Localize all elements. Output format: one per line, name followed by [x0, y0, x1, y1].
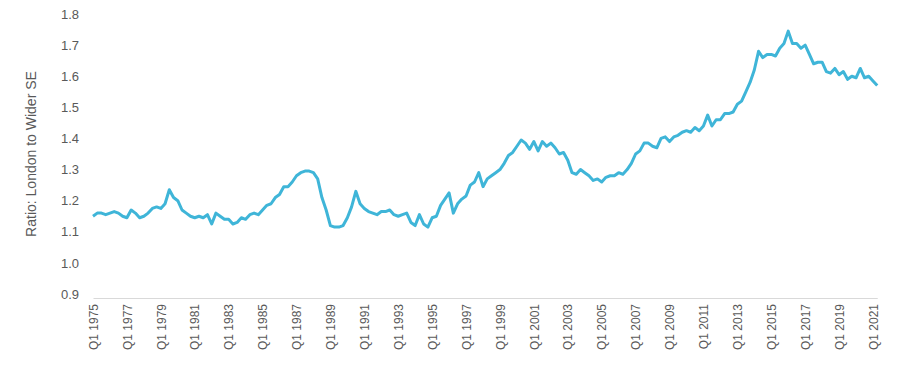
x-tick: Q1 1983 — [222, 298, 236, 350]
x-tick-label: Q1 2007 — [629, 304, 643, 350]
y-tick: 1.5 — [61, 100, 85, 115]
x-tick-label: Q1 2009 — [663, 304, 677, 350]
x-tick: Q1 2019 — [833, 298, 847, 350]
x-tick: Q1 1999 — [494, 298, 508, 350]
x-tick-label: Q1 1985 — [256, 304, 270, 350]
x-tick: Q1 2015 — [765, 298, 779, 350]
y-tick-label: 1.7 — [61, 38, 79, 53]
x-tick-label: Q1 2021 — [867, 304, 881, 350]
y-tick-label: 1.0 — [61, 256, 79, 271]
x-tick: Q1 1985 — [256, 298, 270, 350]
y-tick: 1.8 — [61, 7, 85, 22]
x-tick: Q1 1981 — [188, 298, 202, 350]
x-tick: Q1 2013 — [731, 298, 745, 350]
x-tick-label: Q1 2001 — [528, 304, 542, 350]
y-tick: 1.2 — [61, 193, 85, 208]
y-tick: 0.9 — [61, 287, 85, 302]
plot-area — [93, 31, 877, 227]
chart: 0.9 1.0 1.1 1.2 1.3 1.4 1.5 1.6 1.7 1.8 Ratio: Lon… — [0, 0, 900, 380]
x-tick: Q1 1991 — [358, 298, 372, 350]
x-tick: Q1 1977 — [121, 298, 135, 350]
x-axis: Q1 1975 Q1 1977 Q1 1979 Q1 1981 Q1 1983 Q1 19… — [87, 298, 881, 350]
x-tick-label: Q1 1979 — [155, 304, 169, 350]
x-tick: Q1 2005 — [595, 298, 609, 350]
x-tick: Q1 1997 — [460, 298, 474, 350]
x-tick: Q1 1975 — [87, 298, 101, 350]
y-tick-label: 1.8 — [61, 7, 79, 22]
x-tick-label: Q1 1987 — [290, 304, 304, 350]
x-tick-label: Q1 1981 — [188, 304, 202, 350]
chart-container: 0.9 1.0 1.1 1.2 1.3 1.4 1.5 1.6 1.7 1.8 Ratio: Lon… — [0, 0, 900, 380]
y-tick-label: 1.3 — [61, 162, 79, 177]
ratio-line — [93, 31, 877, 227]
y-tick: 1.1 — [61, 224, 85, 239]
y-axis-line — [85, 15, 86, 295]
y-tick-label: 0.9 — [61, 287, 79, 302]
x-tick-label: Q1 1995 — [426, 304, 440, 350]
x-tick-label: Q1 1997 — [460, 304, 474, 350]
x-tick-label: Q1 2017 — [799, 304, 813, 350]
x-tick: Q1 2009 — [663, 298, 677, 350]
x-tick: Q1 2017 — [799, 298, 813, 350]
y-tick-label: 1.6 — [61, 69, 79, 84]
x-tick-label: Q1 2003 — [561, 304, 575, 350]
y-tick: 1.0 — [61, 256, 85, 271]
x-tick: Q1 1987 — [290, 298, 304, 350]
x-tick-label: Q1 1993 — [392, 304, 406, 350]
x-axis-line — [94, 298, 878, 299]
x-tick: Q1 2021 — [867, 298, 881, 350]
x-tick: Q1 1979 — [155, 298, 169, 350]
x-tick-label: Q1 2019 — [833, 304, 847, 350]
y-tick: 1.6 — [61, 69, 85, 84]
y-tick: 1.7 — [61, 38, 85, 53]
y-tick: 1.4 — [61, 131, 85, 146]
y-axis: 0.9 1.0 1.1 1.2 1.3 1.4 1.5 1.6 1.7 1.8 — [61, 7, 86, 302]
x-tick: Q1 2001 — [528, 298, 542, 350]
y-tick-label: 1.5 — [61, 100, 79, 115]
x-tick-label: Q1 2015 — [765, 304, 779, 350]
x-tick: Q1 2003 — [561, 298, 575, 350]
x-tick: Q1 2011 — [697, 298, 711, 349]
x-tick: Q1 1989 — [324, 298, 338, 350]
x-tick-label: Q1 1991 — [358, 304, 372, 350]
x-tick-label: Q1 2005 — [595, 304, 609, 350]
y-tick-label: 1.2 — [61, 193, 79, 208]
y-tick: 1.3 — [61, 162, 85, 177]
x-tick: Q1 1993 — [392, 298, 406, 350]
x-tick: Q1 2007 — [629, 298, 643, 350]
x-tick-label: Q1 1999 — [494, 304, 508, 350]
x-tick-label: Q1 1977 — [121, 304, 135, 350]
y-tick-label: 1.4 — [61, 131, 79, 146]
x-tick-label: Q1 2013 — [731, 304, 745, 350]
x-tick-label: Q1 2011 — [697, 304, 711, 349]
y-axis-title: Ratio: London to Wider SE — [23, 71, 39, 237]
x-tick-label: Q1 1975 — [87, 304, 101, 350]
x-tick-label: Q1 1989 — [324, 304, 338, 350]
x-tick: Q1 1995 — [426, 298, 440, 350]
x-tick-label: Q1 1983 — [222, 304, 236, 350]
y-tick-label: 1.1 — [61, 224, 79, 239]
